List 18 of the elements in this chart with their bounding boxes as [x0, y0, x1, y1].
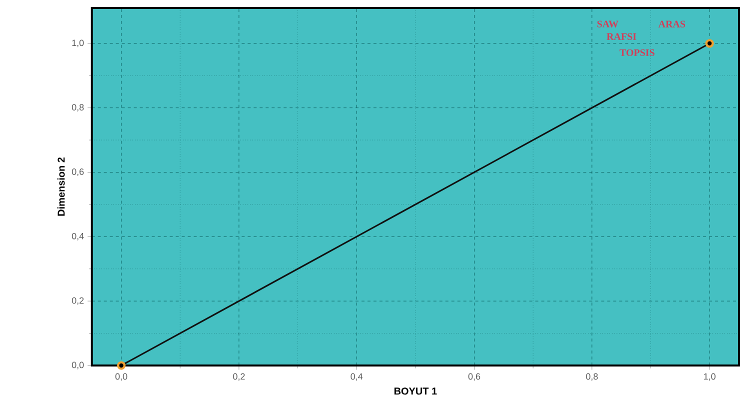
x-tick-label: 1,0	[704, 373, 716, 380]
y-tick-label: 0,2	[72, 297, 84, 305]
x-tick-label: 0,2	[233, 373, 245, 380]
y-tick-label: 1,0	[72, 39, 84, 47]
annotation: RAFSI	[606, 33, 636, 40]
x-tick-label: 0,6	[468, 373, 480, 380]
y-tick-label: 0,8	[72, 104, 84, 112]
y-axis-title: Dimension 2	[57, 157, 65, 216]
x-tick-label: 0,8	[586, 373, 598, 380]
y-tick-label: 0,4	[72, 232, 84, 240]
x-tick-label: 0,0	[115, 373, 128, 380]
y-tick-label: 0,6	[72, 168, 84, 176]
annotation: TOPSIS	[620, 49, 654, 56]
annotation: SAW	[597, 20, 618, 28]
annotation: ARAS	[658, 20, 686, 28]
x-tick-label: 0,4	[350, 373, 363, 380]
y-tick-label: 0,0	[72, 362, 84, 369]
x-axis-title: BOYUT 1	[394, 387, 437, 394]
